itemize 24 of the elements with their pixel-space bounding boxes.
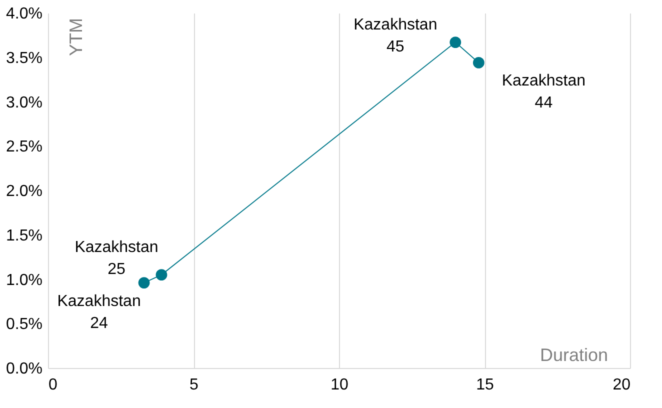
y-tick-label: 0.5% (6, 316, 42, 334)
x-tick-label: 10 (330, 376, 348, 394)
y-tick-label: 2.5% (6, 138, 42, 156)
point (450, 36, 462, 48)
x-tick-label: 20 (612, 376, 631, 394)
y-tick-label: 4.0% (6, 6, 42, 22)
point (138, 277, 150, 288)
annotation: Kazakhstan 24 (57, 292, 141, 332)
annotation: Kazakhstan 45 (354, 16, 438, 56)
x-tick-label: 5 (190, 376, 199, 394)
y-axis-title: YTM (66, 18, 86, 56)
y-tick-label: 2.0% (6, 183, 42, 200)
y-tick-label: 3.0% (6, 94, 42, 112)
annotation: Kazakhstan 44 (502, 72, 586, 112)
x-tick-label: 15 (476, 376, 494, 394)
y-tick-label: 0.0% (6, 360, 42, 378)
annotation: Kazakhstan 25 (74, 238, 158, 278)
x-tick-label: 0 (48, 376, 58, 394)
x-axis-title: Duration (540, 345, 608, 365)
y-tick-label: 1.5% (6, 227, 42, 244)
y-tick-label: 1.0% (6, 272, 42, 289)
point (472, 57, 484, 68)
y-tick-label: 3.5% (6, 50, 42, 67)
point (156, 269, 168, 280)
